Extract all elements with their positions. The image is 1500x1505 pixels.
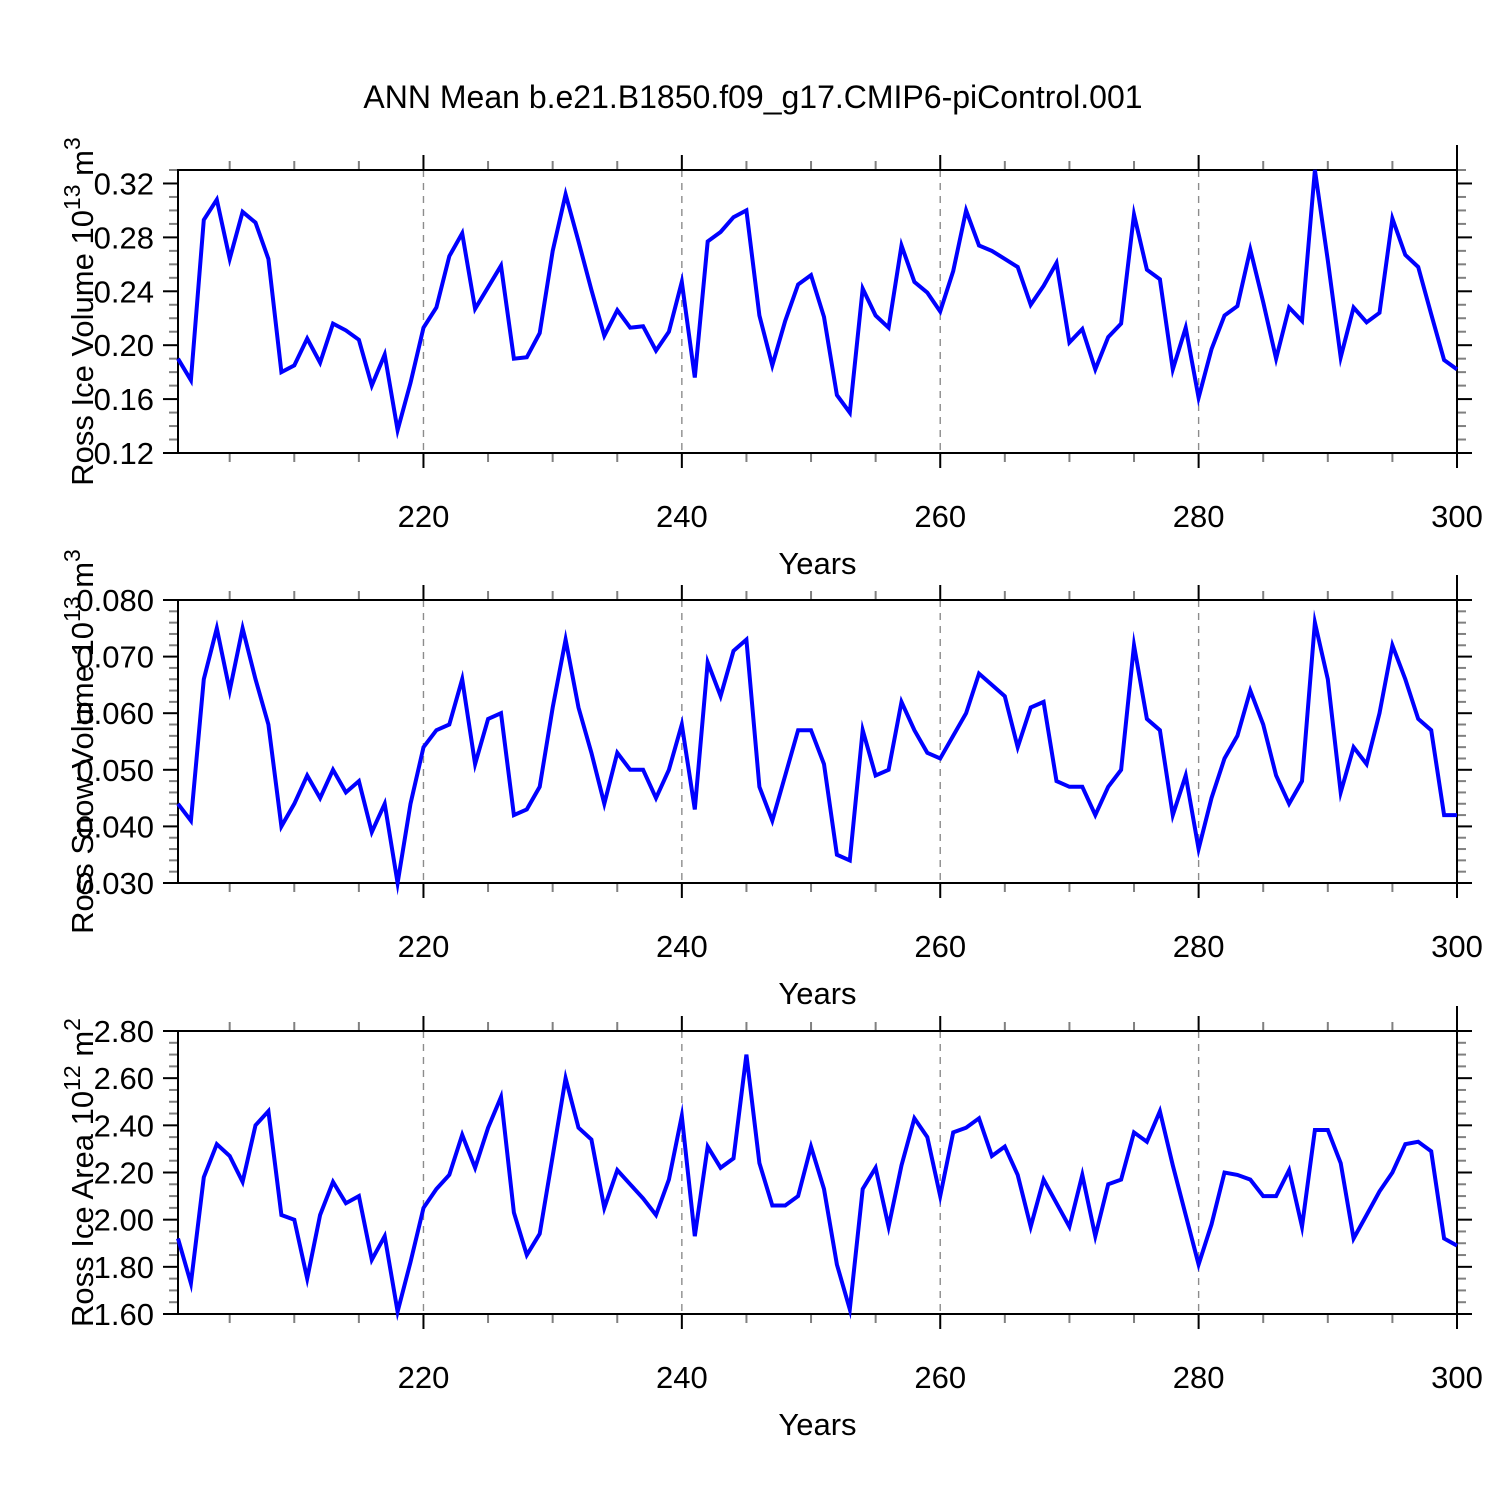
y-tick-label: 1.60 bbox=[94, 1297, 154, 1332]
series-line-ross-ice-volume bbox=[176, 169, 1459, 440]
y-tick-label: 0.050 bbox=[76, 753, 154, 788]
x-tick-label: 220 bbox=[398, 929, 450, 964]
y-tick-label: 0.32 bbox=[94, 166, 154, 201]
panel-ross-ice-volume: 220 240 260 280 300 0.12 0.16 0.20 0.24 0.28 0.32 Y… bbox=[59, 137, 1483, 581]
x-axis-title: Years bbox=[778, 976, 856, 1011]
y-axis-title: Ross Ice Area 1012 m2 bbox=[59, 1018, 100, 1327]
series-line-ross-ice-area bbox=[176, 1054, 1458, 1322]
y-tick-label: 0.28 bbox=[94, 220, 154, 255]
x-tick-label: 300 bbox=[1431, 929, 1483, 964]
x-axis-title: Years bbox=[778, 1407, 856, 1442]
y-axis-title: Ross Snow Volume 1013 m3 bbox=[59, 549, 100, 934]
y-tick-label: 2.00 bbox=[94, 1203, 154, 1238]
panel-ross-snow-volume: 220 240 260 280 300 0.030 0.040 0.050 0.060 0.070… bbox=[59, 549, 1483, 1011]
x-tick-label: 300 bbox=[1431, 499, 1483, 534]
x-tick-label: 260 bbox=[914, 1360, 966, 1395]
x-tick-label: 240 bbox=[656, 1360, 708, 1395]
y-tick-label: 0.070 bbox=[76, 640, 154, 675]
x-axis-title: Years bbox=[778, 546, 856, 581]
y-tick-label: 2.40 bbox=[94, 1108, 154, 1143]
y-tick-label: 0.12 bbox=[94, 436, 154, 471]
x-tick-label: 220 bbox=[398, 499, 450, 534]
y-tick-label: 2.20 bbox=[94, 1156, 154, 1191]
x-tick-label: 260 bbox=[914, 499, 966, 534]
y-tick-label: 0.24 bbox=[94, 274, 154, 309]
series-line-ross-snow-volume bbox=[176, 609, 1457, 896]
x-tick-label: 300 bbox=[1431, 1360, 1483, 1395]
y-tick-label: 0.060 bbox=[76, 696, 154, 731]
y-tick-label: 2.60 bbox=[94, 1061, 154, 1096]
x-tick-label: 220 bbox=[398, 1360, 450, 1395]
x-tick-label: 280 bbox=[1173, 499, 1225, 534]
y-tick-label: 0.20 bbox=[94, 328, 154, 363]
x-tick-label: 280 bbox=[1173, 929, 1225, 964]
y-tick-label: 0.16 bbox=[94, 382, 154, 417]
panel-ross-ice-area: 220 240 260 280 300 1.60 1.80 2.00 2.20 2.40 2.60 2… bbox=[59, 1006, 1483, 1442]
x-tick-label: 240 bbox=[656, 929, 708, 964]
x-tick-label: 240 bbox=[656, 499, 708, 534]
y-tick-label: 0.080 bbox=[76, 583, 154, 618]
chart-title: ANN Mean b.e21.B1850.f09_g17.CMIP6-piCon… bbox=[363, 79, 1142, 115]
plot-frame bbox=[177, 599, 1458, 884]
y-tick-label: 1.80 bbox=[94, 1250, 154, 1285]
y-tick-label: 0.040 bbox=[76, 809, 154, 844]
x-tick-label: 280 bbox=[1173, 1360, 1225, 1395]
x-tick-label: 260 bbox=[914, 929, 966, 964]
y-axis-title: Ross Ice Volume 1013 m3 bbox=[59, 137, 100, 486]
y-tick-label: 2.80 bbox=[94, 1014, 154, 1049]
y-tick-label: 0.030 bbox=[76, 866, 154, 901]
